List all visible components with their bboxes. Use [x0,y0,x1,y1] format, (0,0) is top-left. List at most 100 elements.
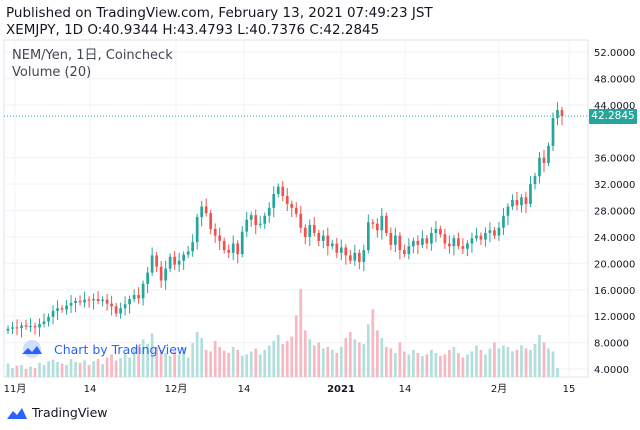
y-tick-label: 12.0000 [594,312,635,323]
candle-body [407,246,411,255]
volume-bar [227,352,231,377]
candle-body [227,250,231,253]
volume-bar [231,346,235,377]
volume-bar [488,348,492,377]
candle-body [29,326,32,328]
candle-body [466,243,469,249]
y-tick-label: 48.0000 [594,74,635,85]
volume-bar [195,331,199,377]
volume-bar [443,354,447,377]
candle-body [168,256,172,269]
candle-body [362,250,366,263]
last-price-tag: 42.2845 [589,108,637,124]
candle-body [502,215,505,228]
candle-body [267,207,271,216]
candle-body [186,251,190,255]
volume-bar [348,331,352,377]
footer-brand[interactable]: TradingView [6,405,108,420]
volume-bar [263,349,267,377]
volume-bar [20,364,23,377]
candle-body [200,206,204,218]
candle-body [434,228,438,233]
volume-bar [159,349,163,377]
chart-legend: NEM/Yen, 1日, Coincheck Volume (20) [12,47,173,81]
volume-bar [479,349,483,377]
volume-bar [155,346,158,377]
candle-body [366,222,370,251]
volume-bar [308,339,312,377]
volume-bar [213,340,217,377]
candle-body [357,252,361,263]
candle-body [141,283,145,299]
volume-bar [110,354,113,377]
volume-bar [285,340,289,377]
candle-body [249,215,253,220]
candle-body [159,266,163,281]
y-tick-label: 44.0000 [594,101,635,112]
ohlc-line: XEMJPY, 1D O:40.9344 H:43.4793 L:40.7376… [6,22,380,38]
volume-bar [524,348,528,377]
volume-bar [294,315,298,377]
candle-body [20,325,23,329]
volume-bar [29,366,32,377]
candle-body [222,240,226,251]
candle-body [96,298,100,301]
volume-bar [493,342,496,377]
volume-bar [119,358,122,377]
volume-bar [407,354,411,377]
candle-body [398,235,402,251]
volume-bar [290,336,294,377]
candle-body [538,157,541,177]
volume-bar [357,342,361,377]
volume-bar [87,364,91,377]
candle-body [285,195,289,204]
volume-bar [258,354,262,377]
volume-bar [267,345,271,377]
volume-bar [470,351,474,377]
candle-body [560,110,564,117]
candle-body [380,215,384,231]
volume-bar [56,361,59,377]
candle-body [312,225,316,233]
candle-body [339,247,343,253]
candle-body [204,206,208,214]
chart-watermark[interactable]: Chart by TradingView [18,340,187,358]
volume-bar [105,357,109,377]
candle-body [452,238,456,247]
volume-bar [389,348,393,377]
volume-bar [60,363,64,377]
candle-body [317,232,321,241]
volume-bar [520,345,523,377]
volume-bar [371,309,375,377]
candle-body [443,234,447,244]
volume-bar [168,355,172,377]
volume-bar [245,354,249,377]
candle-body [384,215,388,233]
volume-bar [461,357,465,377]
volume-bar [47,361,50,377]
volume-bar [466,354,469,377]
candle-body [146,272,149,284]
candle-body [470,238,474,244]
candle-body [344,247,348,256]
volume-bar [556,367,559,377]
volume-bar [65,364,68,377]
volume-bar [475,345,478,377]
candle-body [137,295,140,299]
volume-bar [236,349,240,377]
x-tick-label: 11月 [4,383,27,395]
volume-bar [330,349,334,377]
y-tick-label: 20.0000 [594,259,635,270]
y-tick-label: 8.0000 [594,339,629,350]
volume-bar [11,367,14,377]
y-tick-label: 28.0000 [594,207,635,218]
volume-bar [281,343,285,377]
watermark-text: Chart by TradingView [54,341,188,357]
candle-body [547,145,550,163]
candle-body [263,215,267,224]
candle-body [416,240,420,245]
candle-body [42,321,46,325]
volume-bar [218,346,222,377]
candle-body [335,243,339,253]
